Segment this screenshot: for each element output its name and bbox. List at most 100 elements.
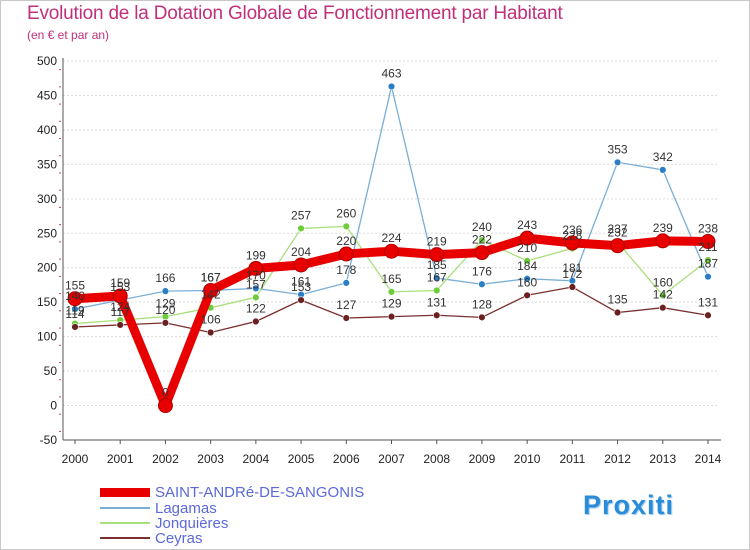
y-tick-label: 450 (37, 88, 57, 102)
data-label: 211 (698, 240, 717, 254)
data-point (659, 166, 667, 174)
data-label: 129 (381, 297, 401, 311)
data-label: 184 (517, 259, 537, 273)
data-label: 129 (155, 297, 175, 311)
data-label: 204 (291, 245, 311, 259)
data-point (613, 308, 622, 317)
y-tick-label: 350 (37, 157, 57, 171)
data-point (384, 243, 399, 259)
data-label: 131 (698, 295, 718, 309)
data-point (387, 312, 396, 321)
data-point (297, 224, 305, 233)
data-label: 160 (517, 275, 537, 289)
data-point (387, 288, 396, 296)
data-label: 185 (427, 258, 447, 272)
data-point (252, 284, 260, 293)
data-label: 119 (65, 304, 84, 318)
x-tick-label: 2013 (649, 452, 676, 466)
y-tick-label: 200 (37, 261, 57, 275)
y-tick-label: 150 (37, 295, 57, 309)
data-label: 165 (381, 272, 401, 286)
data-point (67, 291, 83, 307)
data-point (564, 235, 580, 251)
data-label: 117 (111, 305, 130, 319)
data-point (342, 314, 350, 322)
legend-label: Ceyras (155, 529, 203, 547)
data-point (429, 247, 445, 263)
data-label: 153 (110, 280, 130, 294)
legend-item: SAINT-ANDRé-DE-SANGONIS (100, 484, 364, 501)
x-tick-label: 2010 (514, 452, 541, 466)
legend-swatch (100, 487, 150, 497)
legend-item: Jonquières (100, 514, 229, 532)
data-label: 127 (336, 298, 356, 312)
data-point (161, 287, 170, 295)
data-label: 128 (472, 297, 492, 311)
data-point (523, 291, 531, 299)
data-label: 0 (162, 386, 169, 400)
data-label: 167 (201, 270, 221, 284)
data-label: 238 (698, 222, 718, 236)
data-point (252, 293, 260, 302)
y-tick-label: 100 (37, 330, 57, 344)
data-label: 222 (472, 233, 492, 247)
y-tick-label: 300 (37, 192, 57, 206)
data-label: 257 (291, 208, 311, 222)
data-label: 353 (608, 142, 628, 156)
data-label: 463 (381, 66, 401, 80)
data-label: 166 (155, 271, 175, 285)
data-point (297, 296, 305, 304)
data-label: 124 (110, 300, 130, 314)
y-tick-label: 500 (37, 54, 57, 68)
x-tick-label: 2009 (469, 452, 496, 466)
data-point (704, 311, 712, 319)
y-tick-label: 250 (37, 226, 57, 240)
data-point (613, 158, 622, 166)
data-label: 224 (381, 231, 401, 245)
data-label: 155 (65, 279, 85, 293)
data-label: 236 (562, 223, 582, 237)
data-point (700, 234, 716, 250)
data-point (523, 257, 531, 265)
x-tick-label: 2006 (333, 452, 360, 466)
data-label: 237 (608, 222, 628, 236)
legend-label: Lagamas (155, 499, 217, 517)
data-label: 199 (246, 248, 266, 262)
data-point (112, 288, 128, 304)
data-label: 120 (155, 303, 175, 317)
x-tick-label: 2005 (288, 452, 315, 466)
legend-swatch (100, 507, 150, 509)
x-tick-label: 2007 (378, 452, 405, 466)
data-point (252, 317, 260, 326)
data-label: 232 (608, 226, 628, 240)
x-tick-label: 2001 (107, 452, 134, 466)
legend-item: Lagamas (100, 499, 217, 517)
proxiti-logo: Proxiti (583, 490, 675, 520)
data-label: 220 (336, 234, 356, 248)
data-point (478, 236, 486, 244)
y-tick-label: 50 (44, 364, 58, 378)
x-tick-label: 2000 (62, 452, 89, 466)
x-tick-label: 2003 (197, 452, 224, 466)
data-point (478, 280, 486, 288)
data-label: 167 (427, 270, 447, 284)
data-point (704, 272, 712, 281)
data-point (568, 283, 577, 291)
data-label: 240 (472, 220, 492, 234)
data-label: 178 (336, 263, 356, 277)
data-label: 131 (427, 295, 447, 309)
data-label: 106 (201, 313, 221, 327)
legend-label: Jonquières (155, 514, 229, 532)
x-tick-label: 2004 (243, 452, 270, 466)
data-point (655, 233, 671, 249)
data-point (338, 246, 354, 262)
data-label: 187 (698, 257, 718, 271)
data-label: 161 (291, 275, 311, 289)
data-point (433, 286, 441, 295)
data-label: 219 (427, 235, 447, 249)
data-point (161, 319, 170, 327)
data-label: 160 (653, 275, 673, 289)
data-point (519, 230, 535, 246)
data-label: 159 (110, 276, 130, 290)
